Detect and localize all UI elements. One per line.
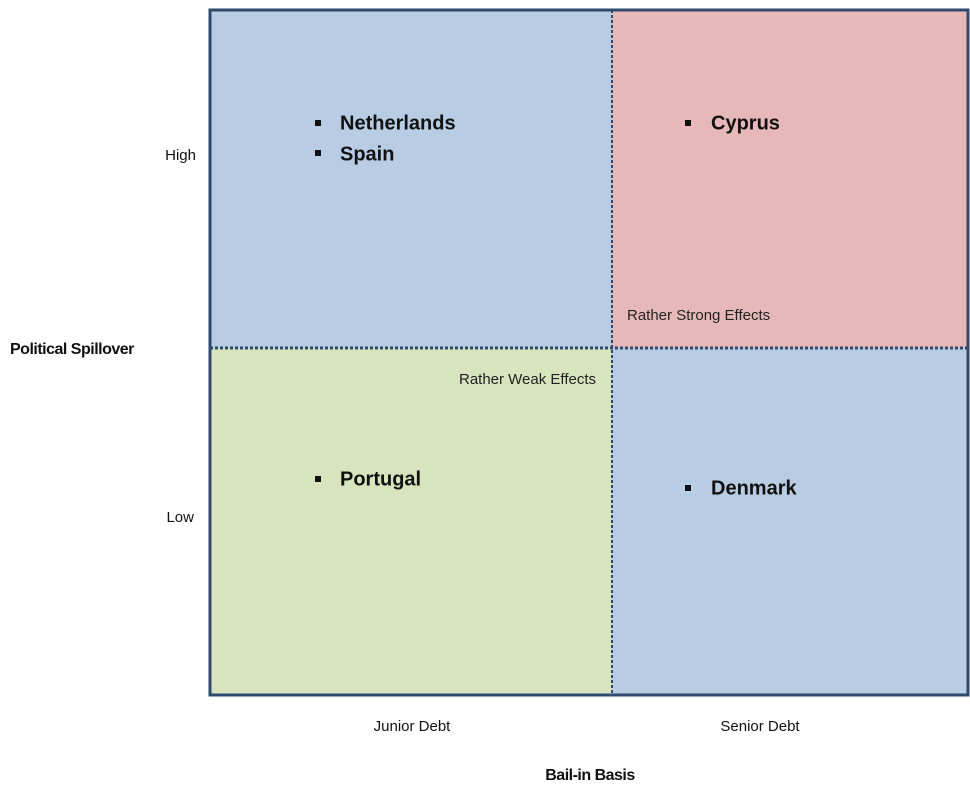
bullet: [315, 120, 321, 126]
bullet: [315, 476, 321, 482]
note: Rather Strong Effects: [627, 307, 770, 324]
quadrant-high-senior: [612, 10, 969, 348]
item: Portugal: [340, 468, 421, 490]
y-axis-label: Political Spillover: [10, 341, 134, 358]
y-level: High: [165, 147, 196, 164]
bullet: [315, 150, 321, 156]
quadrant-low-junior: [210, 348, 612, 695]
frame: [208, 8, 970, 697]
quadrant-low-senior: [612, 348, 969, 695]
quadrant-high-junior: [210, 10, 612, 348]
note: Rather Weak Effects: [459, 371, 596, 388]
bullet: [685, 485, 691, 491]
x-level: Senior Debt: [720, 718, 800, 735]
x-axis-label: Bail-in Basis: [545, 767, 635, 784]
bullet: [685, 120, 691, 126]
item: Netherlands: [340, 112, 456, 134]
item: Spain: [340, 143, 394, 165]
x-level: Junior Debt: [374, 718, 452, 735]
y-level: Low: [166, 509, 194, 526]
item: Cyprus: [711, 112, 780, 134]
item: Denmark: [711, 477, 797, 499]
